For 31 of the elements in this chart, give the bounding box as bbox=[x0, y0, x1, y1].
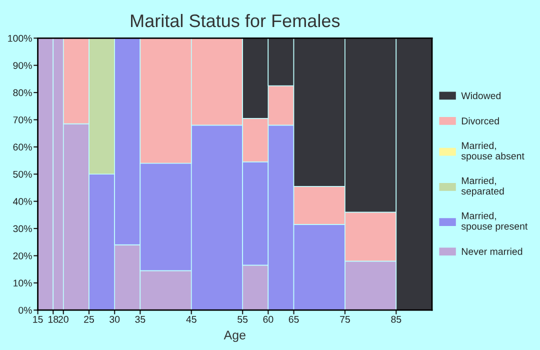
x-tick-label: 30 bbox=[110, 316, 120, 323]
legend-label: Widowed bbox=[461, 92, 501, 100]
x-tick-label: 18 bbox=[48, 316, 58, 323]
legend-label: Married, spouse present bbox=[461, 212, 528, 232]
y-tick-label: 100% bbox=[8, 34, 32, 42]
x-tick-label: 35 bbox=[135, 316, 146, 323]
x-tick-label: 20 bbox=[58, 316, 68, 323]
y-tick-label: 10% bbox=[14, 280, 32, 287]
x-axis-title: Age bbox=[224, 330, 246, 342]
y-tick-label: 0% bbox=[18, 306, 32, 314]
legend-label: Married, spouse absent bbox=[461, 142, 524, 162]
y-tick-label: 20% bbox=[13, 252, 32, 260]
y-tick-label: 30% bbox=[13, 225, 32, 232]
legend-label: Divorced bbox=[462, 117, 499, 124]
y-tick-label: 70% bbox=[13, 116, 32, 124]
y-tick-label: 90% bbox=[13, 62, 32, 69]
x-tick-label: 55 bbox=[238, 316, 248, 323]
y-tick-label: 40% bbox=[13, 198, 32, 205]
legend-label: Married, separated bbox=[461, 176, 504, 197]
x-tick-label: 15 bbox=[33, 316, 43, 323]
y-tick-label: 60% bbox=[13, 144, 32, 151]
x-tick-label: 60 bbox=[263, 316, 274, 323]
x-tick-label: 25 bbox=[84, 316, 94, 323]
x-tick-label: 75 bbox=[340, 316, 350, 323]
chart-title: Marital Status for Females bbox=[131, 14, 340, 28]
legend-label: Never married bbox=[462, 248, 522, 255]
x-tick-label: 85 bbox=[391, 316, 402, 323]
x-tick-label: 65 bbox=[288, 316, 299, 323]
x-tick-label: 45 bbox=[186, 316, 196, 323]
y-tick-label: 50% bbox=[13, 170, 32, 178]
y-tick-label: 80% bbox=[13, 89, 32, 96]
